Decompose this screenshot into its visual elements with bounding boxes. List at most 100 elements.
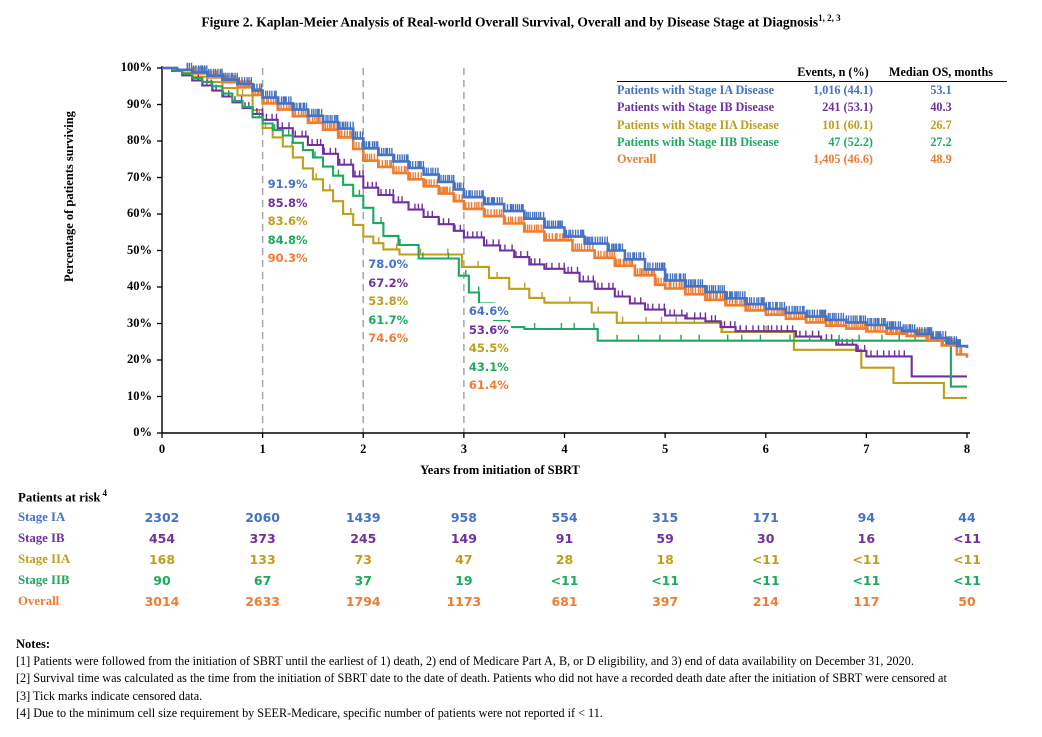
at-risk-value: <11	[953, 531, 981, 546]
survival-annotation: 85.8%	[265, 194, 310, 212]
y-tick-label: 40%	[127, 279, 152, 293]
x-tick-label: 7	[863, 442, 870, 456]
at-risk-value: 19	[455, 573, 473, 588]
at-risk-value: <11	[751, 552, 780, 567]
survival-annotation: 90.3%	[265, 250, 310, 267]
figure-title-text: Figure 2. Kaplan-Meier Analysis of Real-…	[201, 14, 819, 30]
at-risk-value: <11	[550, 573, 579, 588]
at-risk-value: 1173	[446, 594, 482, 609]
at-risk-value: 73	[354, 552, 372, 567]
at-risk-value: 315	[652, 510, 679, 525]
at-risk-value: 44	[958, 510, 976, 525]
patients-at-risk-title: Patients at risk 4	[18, 488, 107, 505]
legend-median-os-value: 53.1	[930, 83, 952, 98]
at-risk-row-label: Overall	[18, 594, 60, 608]
at-risk-value: 18	[656, 552, 674, 567]
survival-annotation: 91.9%	[265, 176, 310, 193]
legend-median-os-value: 48.9	[930, 152, 952, 167]
note-item: [1] Patients were followed from the init…	[16, 654, 914, 668]
x-tick-label: 4	[561, 442, 568, 456]
at-risk-value: 16	[857, 531, 876, 546]
annotation-group-year-1: 91.9% 85.8% 83.6% 84.8% 90.3%	[265, 176, 310, 269]
legend-events-value: 1,405 (46.6)	[813, 152, 873, 167]
at-risk-row-label: Stage IIA	[18, 552, 71, 566]
at-risk-value: 958	[450, 510, 477, 525]
at-risk-value: 59	[656, 531, 674, 546]
at-risk-row-label: Stage IB	[18, 531, 65, 545]
legend-median-os-value: 40.3	[930, 100, 952, 115]
at-risk-value: 28	[555, 552, 574, 567]
legend-events-value: 47 (52.2)	[828, 134, 873, 149]
at-risk-value: 37	[354, 573, 372, 588]
at-risk-value: 3014	[144, 594, 180, 609]
survival-curve-stage-ia	[162, 66, 969, 348]
figure-title-superscript: 1, 2, 3	[818, 13, 841, 23]
censor-ticks-stage-ia	[186, 62, 961, 347]
survival-annotation: 74.6%	[366, 330, 411, 347]
note-item: [4] Due to the minimum cell size require…	[16, 706, 603, 721]
at-risk-value: 214	[752, 594, 779, 609]
at-risk-value: <11	[953, 573, 981, 588]
at-risk-value: 94	[857, 510, 876, 525]
survival-annotation: 84.8%	[265, 231, 310, 249]
at-risk-value: 454	[148, 531, 176, 546]
survival-annotation: 43.1%	[466, 358, 511, 376]
survival-annotation: 83.6%	[265, 213, 310, 230]
at-risk-value: <11	[651, 573, 680, 588]
notes-section: Notes: [1] Patients were followed from t…	[16, 635, 1030, 723]
annotation-group-year-2: 78.0% 67.2% 53.8% 61.7% 74.6%	[366, 256, 411, 349]
y-tick-label: 100%	[120, 60, 152, 74]
legend-header-row: Events, n (%) Median OS, months	[617, 64, 1007, 83]
legend-row: Patients with Stage IA Disease 1,016 (44.…	[617, 82, 1007, 99]
legend-row: Patients with Stage IIB Disease 47 (52.2)…	[617, 134, 1007, 151]
y-tick-label: 10%	[127, 388, 152, 403]
legend-median-os-value: 26.7	[930, 117, 952, 132]
legend-row: Overall 1,405 (46.6) 48.9	[617, 151, 1007, 168]
at-risk-value: 67	[253, 573, 272, 588]
note-item: [3] Tick marks indicate censored data.	[16, 688, 203, 703]
at-risk-value: <11	[953, 552, 981, 567]
legend-events-value: 1,016 (44.1)	[813, 83, 873, 98]
at-risk-value: 90	[153, 573, 171, 588]
at-risk-value: 149	[450, 531, 477, 546]
legend-series-label: Patients with Stage IIB Disease	[617, 134, 779, 149]
at-risk-value: 133	[249, 552, 276, 567]
at-risk-value: 245	[350, 531, 377, 546]
x-tick-label: 3	[460, 442, 467, 456]
figure-title: Figure 2. Kaplan-Meier Analysis of Real-…	[0, 13, 1042, 31]
y-tick-label: 60%	[127, 206, 152, 220]
legend-series-label: Patients with Stage IIA Disease	[617, 117, 779, 132]
legend-median-os-value: 27.2	[930, 134, 952, 149]
at-risk-value: 47	[455, 552, 473, 567]
survival-annotation: 78.0%	[366, 256, 411, 273]
y-tick-label: 80%	[127, 133, 152, 147]
x-tick-label: 1	[259, 442, 266, 456]
survival-annotation: 61.7%	[366, 311, 411, 329]
survival-curve-overall	[162, 66, 969, 358]
legend-header-median: Median OS, months	[889, 65, 993, 79]
at-risk-value: 681	[551, 594, 578, 609]
survival-annotation: 53.6%	[466, 321, 511, 339]
legend-events-value: 101 (60.1)	[822, 117, 873, 132]
y-axis-title: Percentage of patients surviving	[62, 111, 76, 283]
at-risk-value: 168	[148, 552, 176, 567]
y-tick-label: 50%	[127, 242, 152, 257]
y-tick-label: 70%	[127, 169, 152, 184]
note-item: [2] Survival time was calculated as the …	[16, 671, 947, 686]
at-risk-value: 1439	[345, 510, 381, 525]
legend-header-events: Events, n (%)	[797, 65, 869, 79]
survival-annotation: 67.2%	[366, 274, 411, 292]
at-risk-value: 171	[752, 510, 779, 525]
at-risk-value: 91	[555, 531, 574, 546]
at-risk-value: <11	[852, 552, 881, 567]
legend-rows: Patients with Stage IA Disease 1,016 (44.…	[617, 82, 1007, 168]
survival-annotation: 64.6%	[466, 303, 511, 320]
at-risk-value: 2060	[245, 510, 281, 525]
legend-series-label: Overall	[617, 152, 657, 167]
at-risk-row-label: Stage IA	[18, 510, 66, 524]
legend-row: Patients with Stage IB Disease 241 (53.1)…	[617, 99, 1007, 116]
legend-events-value: 241 (53.1)	[822, 100, 873, 115]
survival-curve-stage-iia	[162, 66, 967, 400]
survival-annotation: 61.4%	[466, 377, 511, 394]
